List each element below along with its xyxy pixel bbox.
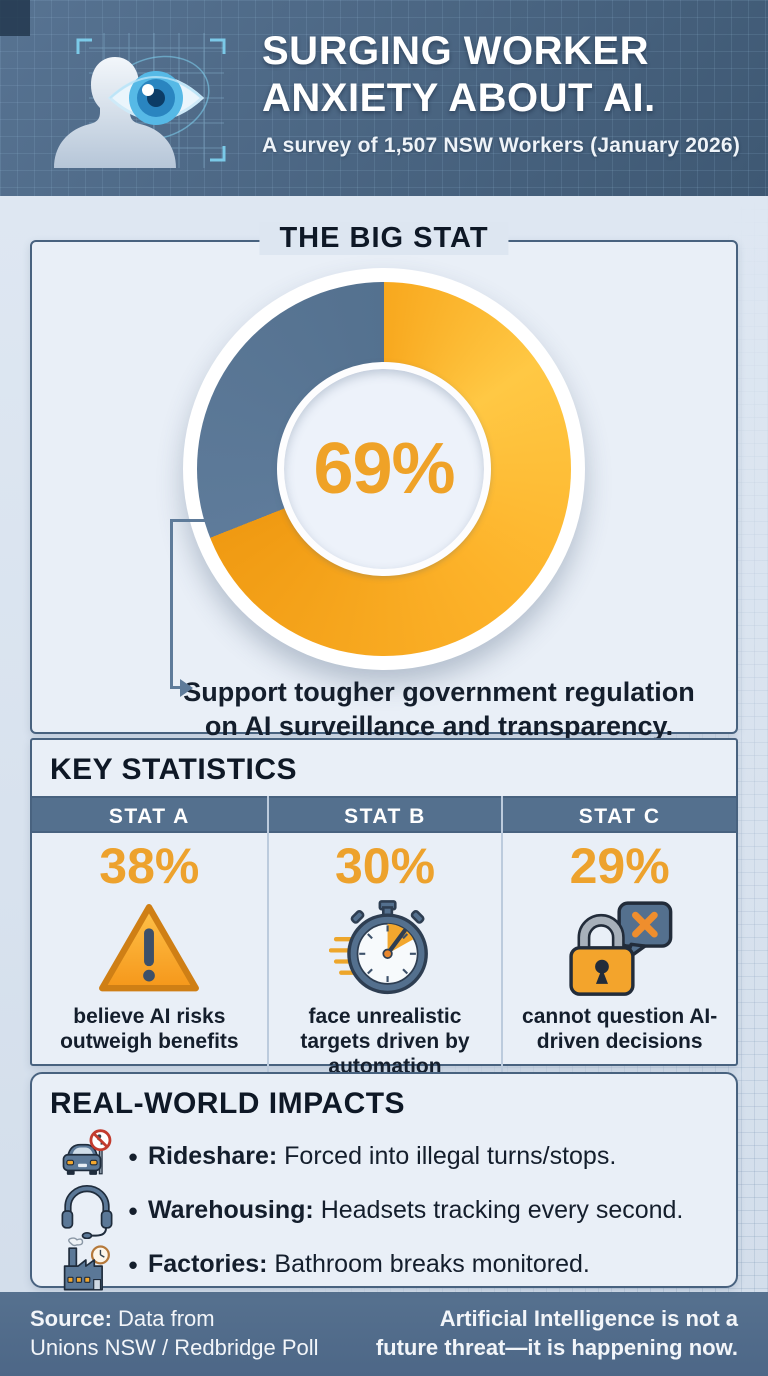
body: THE BIG STAT 69% Support tougher governm… [0, 196, 768, 1292]
big-stat-caption: Support tougher government regulation on… [32, 676, 736, 744]
stat-column-b: STAT B 30% [266, 796, 502, 1080]
footer: Source: Data from Unions NSW / Redbridge… [0, 1292, 768, 1376]
footer-source: Source: Data from Unions NSW / Redbridge… [30, 1305, 319, 1362]
stat-a-caption: believe AI risks outweigh benefits [60, 1005, 239, 1053]
page-title-line1: SURGING WORKER [262, 29, 649, 73]
impact-row-rideshare: • Rideshare: Forced into illegal turns/s… [32, 1129, 736, 1184]
surveillance-eye-person-icon [34, 18, 234, 178]
stats-columns: STAT A 38% believe AI risks outweigh ben [32, 796, 736, 1080]
bullet-dot: • [128, 1141, 138, 1172]
donut-chart: 69% [183, 268, 585, 670]
impact-factories-label: Factories: [148, 1250, 268, 1279]
impacts-title: REAL-WORLD IMPACTS [50, 1087, 406, 1120]
footer-source-line1: Data from [111, 1306, 215, 1332]
impact-rideshare-label: Rideshare: [148, 1142, 278, 1171]
callout-line-stub [170, 686, 180, 689]
impact-warehousing-label: Warehousing: [148, 1196, 314, 1225]
stat-a-value: 38% [99, 838, 200, 894]
header-text-block: SURGING WORKER ANXIETY ABOUT AI. A surve… [262, 28, 742, 158]
footer-tagline-line1: Artificial Intelligence is not a [439, 1306, 738, 1332]
donut-ring: 69% [197, 282, 571, 656]
stat-c-caption: cannot question AI-driven decisions [522, 1005, 718, 1053]
stat-a-header: STAT A [32, 796, 267, 833]
impact-rideshare-desc: Forced into illegal turns/stops. [277, 1142, 617, 1171]
stat-b-caption: face unrealistic targets driven by autom… [300, 1005, 470, 1078]
donut-center-value: 69% [313, 429, 455, 509]
footer-tagline-line2: future threat—it is happening now. [375, 1335, 738, 1360]
page-title-line2: ANXIETY ABOUT AI. [262, 75, 656, 120]
callout-line [170, 519, 234, 689]
stat-c-header: STAT C [503, 796, 736, 833]
stat-b-value: 30% [334, 838, 436, 894]
page-subtitle: A survey of 1,507 NSW Workers (January 2… [262, 133, 741, 157]
header-corner-patch [0, 0, 30, 36]
callout-arrow-icon [180, 679, 193, 697]
factory-clock-icon [56, 1237, 118, 1291]
key-statistics-title: KEY STATISTICS [50, 753, 298, 786]
big-stat-card: THE BIG STAT 69% Support tougher governm… [30, 222, 738, 741]
impacts-card: REAL-WORLD IMPACTS [30, 1072, 738, 1291]
headset-icon [56, 1185, 118, 1239]
stat-column-a: STAT A 38% believe AI risks outweigh ben [32, 796, 267, 1079]
impact-row-warehousing: • Warehousing: Headsets tracking every s… [32, 1184, 736, 1239]
lock-blocked-feedback-icon [503, 897, 736, 1001]
stat-column-c: STAT C 29% [501, 796, 736, 1080]
impact-warehousing-text: Warehousing: Headsets tracking every sec… [148, 1197, 683, 1225]
donut-hole: 69% [277, 362, 491, 576]
impact-row-factories: • Factories: Bathroom breaks monitored. [32, 1237, 736, 1292]
bullet-dot: • [128, 1249, 138, 1280]
big-stat-section-title: THE BIG STAT [259, 222, 509, 255]
footer-source-label: Source: [30, 1306, 112, 1332]
big-stat-caption-line2: on AI surveillance and transparency. [204, 710, 674, 741]
footer-source-line2: Unions NSW / Redbridge Poll [30, 1335, 319, 1360]
footer-tagline: Artificial Intelligence is not a future … [376, 1305, 738, 1362]
impact-factories-desc: Bathroom breaks monitored. [267, 1250, 590, 1279]
impact-warehousing-desc: Headsets tracking every second. [313, 1196, 684, 1225]
impact-factories-text: Factories: Bathroom breaks monitored. [148, 1251, 590, 1279]
big-stat-caption-line1: Support tougher government regulation [183, 677, 695, 707]
warning-triangle-icon [32, 897, 267, 1001]
bullet-dot: • [128, 1195, 138, 1226]
header: SURGING WORKER ANXIETY ABOUT AI. A surve… [0, 0, 768, 196]
stat-c-value: 29% [569, 838, 670, 894]
impact-rideshare-text: Rideshare: Forced into illegal turns/sto… [148, 1143, 616, 1171]
rideshare-car-icon [56, 1129, 118, 1183]
stat-b-header: STAT B [268, 796, 502, 833]
key-statistics-card: KEY STATISTICS STAT A 38% [30, 738, 738, 1080]
stopwatch-icon [269, 897, 502, 1001]
